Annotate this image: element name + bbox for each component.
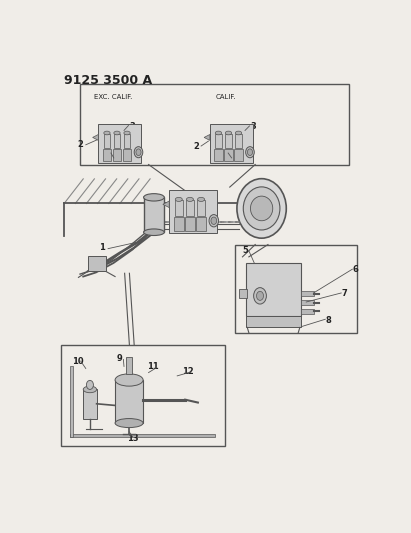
- Bar: [234, 149, 243, 161]
- Text: 10: 10: [72, 357, 83, 366]
- Text: 9125 3500 A: 9125 3500 A: [64, 74, 152, 87]
- Bar: [185, 216, 195, 231]
- Bar: [71, 434, 215, 438]
- Bar: [80, 84, 349, 165]
- Bar: [174, 216, 184, 231]
- Ellipse shape: [243, 187, 280, 230]
- Bar: [235, 134, 242, 148]
- Text: 6: 6: [353, 265, 358, 274]
- Bar: [224, 149, 233, 161]
- Bar: [246, 263, 301, 317]
- Bar: [126, 358, 132, 374]
- Bar: [115, 380, 143, 423]
- Bar: [124, 134, 130, 148]
- Polygon shape: [163, 201, 169, 207]
- Bar: [113, 134, 120, 148]
- Ellipse shape: [143, 229, 164, 236]
- Text: 7: 7: [342, 289, 347, 298]
- Bar: [197, 200, 205, 216]
- Ellipse shape: [256, 292, 263, 301]
- Text: 9: 9: [117, 354, 123, 363]
- Ellipse shape: [225, 131, 232, 135]
- Text: 13: 13: [127, 434, 139, 443]
- Ellipse shape: [187, 197, 194, 201]
- Bar: [175, 200, 182, 216]
- Ellipse shape: [115, 418, 143, 427]
- Ellipse shape: [215, 131, 222, 135]
- Text: 12: 12: [182, 367, 194, 376]
- Bar: [61, 345, 225, 446]
- Bar: [113, 149, 121, 161]
- Text: CALIF.: CALIF.: [215, 93, 236, 100]
- Bar: [169, 190, 217, 233]
- Bar: [301, 309, 314, 314]
- Text: 11: 11: [148, 362, 159, 372]
- Text: 5: 5: [243, 246, 249, 255]
- Ellipse shape: [83, 386, 97, 393]
- Ellipse shape: [211, 217, 217, 224]
- Bar: [301, 300, 314, 305]
- Text: 1: 1: [99, 244, 105, 252]
- Ellipse shape: [175, 197, 182, 201]
- Text: 2: 2: [193, 142, 199, 150]
- Bar: [103, 149, 111, 161]
- Ellipse shape: [134, 147, 143, 158]
- Ellipse shape: [143, 193, 164, 201]
- Polygon shape: [204, 134, 210, 140]
- Bar: [235, 245, 357, 333]
- Text: 3: 3: [130, 122, 136, 131]
- Ellipse shape: [198, 197, 205, 201]
- Ellipse shape: [115, 374, 143, 386]
- Text: 2: 2: [77, 140, 83, 149]
- Ellipse shape: [136, 149, 141, 156]
- Text: 4: 4: [114, 154, 120, 163]
- Ellipse shape: [236, 131, 242, 135]
- Ellipse shape: [86, 381, 93, 390]
- Bar: [210, 125, 253, 163]
- Text: EXC. CALIF.: EXC. CALIF.: [95, 93, 133, 100]
- Bar: [71, 366, 73, 438]
- Bar: [239, 289, 247, 298]
- Bar: [88, 256, 106, 271]
- Bar: [123, 149, 132, 161]
- Text: 4: 4: [231, 154, 238, 163]
- Bar: [186, 200, 194, 216]
- Bar: [83, 390, 97, 419]
- Ellipse shape: [114, 131, 120, 135]
- Text: 3: 3: [251, 122, 256, 131]
- Ellipse shape: [254, 288, 266, 304]
- Ellipse shape: [237, 179, 286, 238]
- Bar: [225, 134, 232, 148]
- Bar: [196, 216, 206, 231]
- Bar: [214, 149, 223, 161]
- Ellipse shape: [124, 131, 130, 135]
- Bar: [144, 197, 164, 232]
- Ellipse shape: [250, 196, 273, 221]
- Bar: [246, 317, 301, 327]
- Ellipse shape: [246, 147, 254, 158]
- Ellipse shape: [104, 131, 110, 135]
- Bar: [98, 125, 141, 163]
- Bar: [104, 134, 111, 148]
- Text: 8: 8: [326, 316, 331, 325]
- Bar: [215, 134, 222, 148]
- Ellipse shape: [247, 149, 252, 156]
- Bar: [301, 291, 314, 296]
- Ellipse shape: [209, 215, 219, 227]
- Polygon shape: [92, 134, 98, 140]
